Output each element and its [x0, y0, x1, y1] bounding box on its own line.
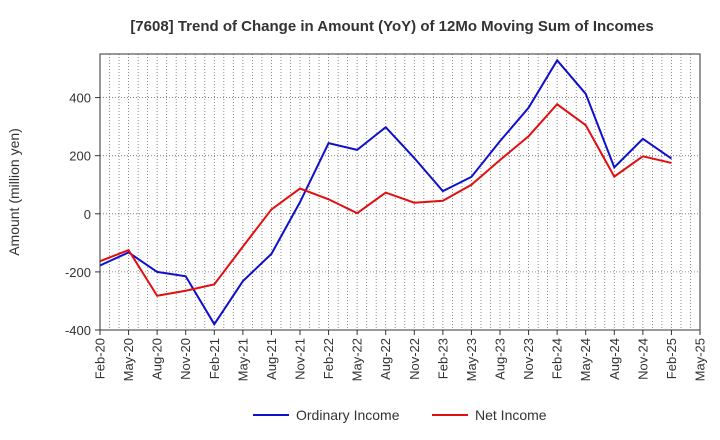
x-tick-label: Nov-20 — [178, 338, 193, 380]
y-tick-label: 0 — [84, 207, 91, 222]
x-tick-label: Aug-24 — [607, 338, 622, 380]
x-tick-label: May-22 — [350, 338, 365, 381]
axes: -400 -200 0 200 400 Feb-20 May-20 Aug-20 Nov-20 F… — [65, 53, 708, 381]
x-tick-label: May-24 — [578, 338, 593, 381]
series-line-ordinary-income — [99, 58, 672, 327]
y-tick-label: -200 — [65, 265, 91, 280]
series-line-net-income — [99, 102, 672, 297]
x-tick-label: Feb-20 — [93, 338, 108, 379]
x-tick-label: Nov-24 — [635, 338, 650, 380]
x-tick-label: Feb-25 — [664, 338, 679, 379]
y-tick-label: 200 — [69, 149, 91, 164]
x-tick-label: Feb-24 — [550, 338, 565, 379]
x-tick-label: Nov-22 — [407, 338, 422, 380]
x-tick-label: May-23 — [464, 338, 479, 381]
x-tick-label: Aug-22 — [378, 338, 393, 380]
y-tick-label: -400 — [65, 323, 91, 338]
x-tick-label: Feb-21 — [207, 338, 222, 379]
x-tick-label: Nov-21 — [293, 338, 308, 380]
x-tick-label: Aug-20 — [150, 338, 165, 380]
x-tick-label: Feb-23 — [435, 338, 450, 379]
x-tick-label: Aug-21 — [264, 338, 279, 380]
grid — [99, 54, 701, 331]
x-tick-label: Nov-23 — [521, 338, 536, 380]
y-axis-label: Amount (million yen) — [6, 128, 22, 256]
x-tick-label: May-20 — [121, 338, 136, 381]
y-tick-label: 400 — [69, 91, 91, 106]
series-lines — [99, 58, 672, 327]
plot-frame — [99, 53, 701, 331]
x-tick-label: May-25 — [693, 338, 708, 381]
x-tick-label: May-21 — [235, 338, 250, 381]
x-tick-label: Feb-22 — [321, 338, 336, 379]
legend-label-net-income: Net Income — [475, 407, 547, 423]
chart-title: [7608] Trend of Change in Amount (YoY) o… — [130, 18, 653, 35]
x-tick-label: Aug-23 — [493, 338, 508, 380]
legend-label-ordinary-income: Ordinary Income — [296, 407, 400, 423]
legend: Ordinary Income Net Income — [253, 407, 547, 423]
